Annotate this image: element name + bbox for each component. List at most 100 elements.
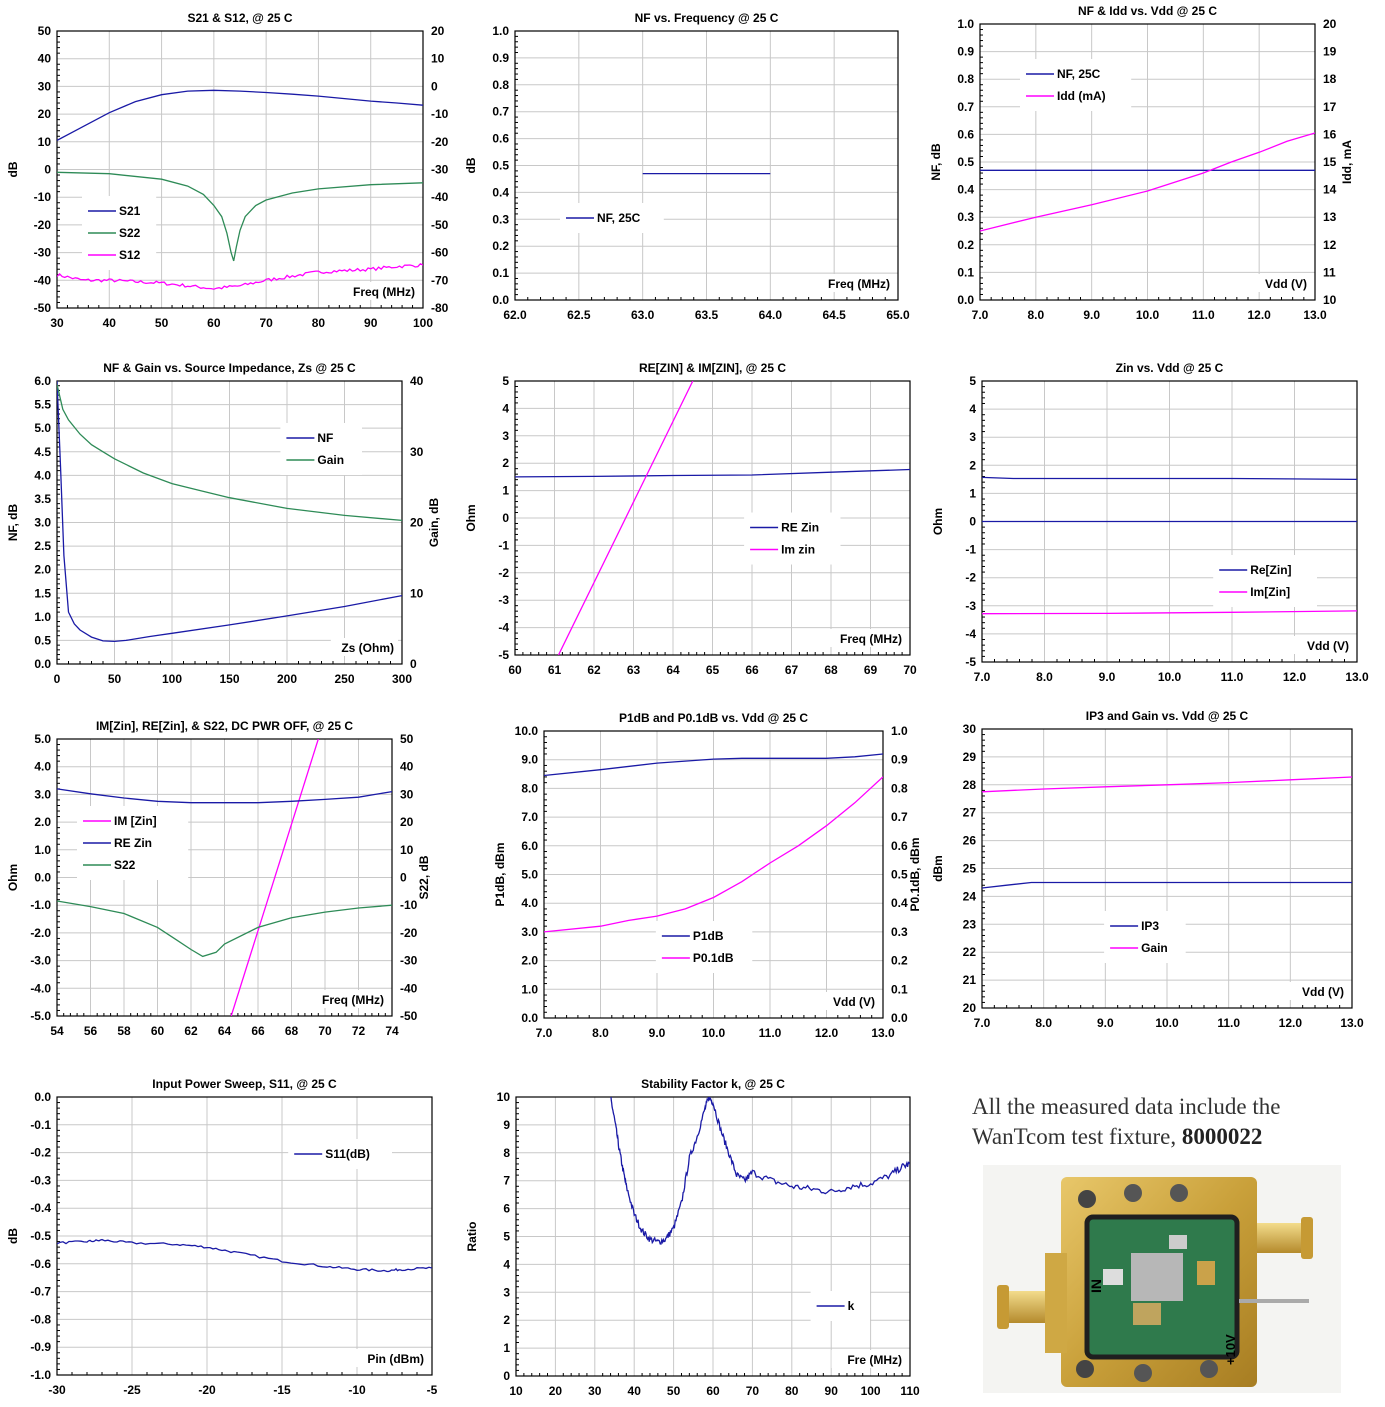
y2-tick-label: 30 <box>410 445 424 459</box>
y-tick-label: -1 <box>965 543 976 557</box>
y2-tick-label: 18 <box>1323 72 1337 86</box>
y-tick-label: 22 <box>963 945 977 959</box>
x-tick-label: 40 <box>628 1384 642 1398</box>
y-tick-label: -30 <box>34 246 52 260</box>
x-tick-label: 80 <box>312 316 326 330</box>
y2-tick-label: 0 <box>400 871 407 885</box>
series-line-gain <box>982 776 1352 793</box>
y-tick-label: -0.3 <box>30 1173 51 1187</box>
y-tick-label: 26 <box>963 834 977 848</box>
y2-tick-label: -30 <box>400 954 418 968</box>
y-tick-label: -3 <box>498 593 509 607</box>
series-line-p1db <box>544 753 883 777</box>
y-tick-label: 1 <box>502 484 509 498</box>
x-axis-label: Freq (MHz) <box>353 285 415 299</box>
y2-tick-label: -20 <box>431 135 449 149</box>
y-tick-label: 3 <box>969 430 976 444</box>
y2-tick-label: -40 <box>431 190 449 204</box>
y-tick-label: 0.1 <box>492 266 509 280</box>
series-line-s12 <box>57 263 423 290</box>
y-tick-label: 21 <box>963 973 977 987</box>
legend-box <box>744 512 841 565</box>
y-axis-label: Ohm <box>6 864 20 891</box>
y-tick-label: 7 <box>503 1174 510 1188</box>
y-tick-label: 7.0 <box>521 810 538 824</box>
y-tick-label: 30 <box>963 722 977 736</box>
y-tick-label: 5 <box>969 374 976 388</box>
x-tick-label: 66 <box>251 1024 265 1038</box>
y-tick-label: 3.5 <box>34 492 51 506</box>
y2-tick-label: 0 <box>410 657 417 671</box>
series-line-s22 <box>57 900 392 958</box>
chart-11: 10 20 30 40 50 60 70 80 90 100 110 0 1 2 3 4 5 6 7 8 9 10 Stab… <box>465 1077 920 1398</box>
x-tick-label: 64.5 <box>822 308 846 322</box>
legend-box <box>1104 911 1186 963</box>
legend-label: S11(dB) <box>325 1147 370 1161</box>
y-tick-label: -0.7 <box>30 1285 51 1299</box>
x-tick-label: 70 <box>903 663 917 677</box>
x-tick-label: 62.5 <box>567 308 591 322</box>
x-tick-label: 68 <box>285 1024 299 1038</box>
y-tick-label: 25 <box>963 862 977 876</box>
x-label-bg <box>819 992 879 1010</box>
y2-tick-label: 20 <box>410 516 424 530</box>
chart-title: Input Power Sweep, S11, @ 25 C <box>152 1077 337 1091</box>
legend-box <box>1213 555 1317 607</box>
plot-frame <box>979 23 1316 301</box>
chart-3: 7.0 8.0 9.0 10.0 11.0 12.0 13.0 0.0 0.1 0.2 0.3 0.4… <box>929 4 1354 322</box>
y-tick-label: -40 <box>34 273 52 287</box>
y-axis-label: dB <box>464 157 478 173</box>
y2-axis-label: Gain, dB <box>427 498 441 548</box>
x-tick-label: -30 <box>48 1383 66 1397</box>
y-tick-label: 1.5 <box>34 586 51 600</box>
x-label-bg <box>824 629 906 647</box>
x-tick-label: 90 <box>825 1384 839 1398</box>
x-tick-label: 65 <box>706 663 720 677</box>
series-line-ip3 <box>982 881 1352 889</box>
y2-tick-label: 0.5 <box>891 868 908 882</box>
y2-tick-label: 16 <box>1323 127 1337 141</box>
series-line-s11-db <box>57 1238 432 1273</box>
y2-tick-label: -40 <box>400 981 418 995</box>
y-tick-label: 2.5 <box>34 539 51 553</box>
x-tick-label: 8.0 <box>592 1026 609 1040</box>
chart-title: Stability Factor k, @ 25 C <box>641 1077 785 1091</box>
legend-label: IM [Zin] <box>114 814 157 828</box>
y-tick-label: 5.5 <box>34 398 51 412</box>
y-tick-label: -5 <box>498 648 509 662</box>
x-tick-label: 74 <box>385 1024 399 1038</box>
y2-axis-label: S22, dB <box>417 855 431 899</box>
y2-tick-label: 0.6 <box>891 839 908 853</box>
y-tick-label: 1.0 <box>492 24 509 38</box>
y-tick-label: -1 <box>498 538 509 552</box>
legend-label: Im[Zin] <box>1250 585 1290 599</box>
x-tick-label: 7.0 <box>536 1026 553 1040</box>
y2-axis-label: Idd, mA <box>1340 140 1354 184</box>
sma-connector-right <box>1251 1223 1313 1253</box>
y-tick-label: 3.0 <box>34 516 51 530</box>
x-tick-label: 50 <box>108 672 122 686</box>
y2-tick-label: 30 <box>400 787 414 801</box>
y-axis-label: NF, dB <box>929 143 943 181</box>
y-tick-label: 2 <box>969 458 976 472</box>
y-tick-label: 6 <box>503 1202 510 1216</box>
x-tick-label: 60 <box>151 1024 165 1038</box>
legend-label: RE Zin <box>114 836 152 850</box>
x-label-bg <box>1251 274 1311 292</box>
y-tick-label: -0.1 <box>30 1118 51 1132</box>
x-tick-label: 7.0 <box>974 670 991 684</box>
chart-title: S21 & S12, @ 25 C <box>187 11 292 25</box>
y-tick-label: 6.0 <box>521 839 538 853</box>
y-axis-label: NF, dB <box>6 504 20 542</box>
y2-tick-label: 11 <box>1323 265 1336 279</box>
x-tick-label: 11.0 <box>1192 308 1215 322</box>
x-tick-label: 12.0 <box>1283 670 1307 684</box>
chart-6: 7.0 8.0 9.0 10.0 11.0 12.0 13.0 -5 -4 -3 -2 -1 0 1 2 3 4… <box>931 361 1369 684</box>
x-tick-label: 30 <box>50 316 64 330</box>
x-tick-label: 40 <box>103 316 117 330</box>
y-tick-label: 0 <box>969 515 976 529</box>
legend-label: S21 <box>119 204 141 218</box>
x-tick-label: 8.0 <box>1035 1016 1052 1030</box>
x-axis-label: Vdd (V) <box>833 995 875 1009</box>
chart-8: 7.0 8.0 9.0 10.0 11.0 12.0 13.00.01.02.03.04.0… <box>493 711 922 1040</box>
